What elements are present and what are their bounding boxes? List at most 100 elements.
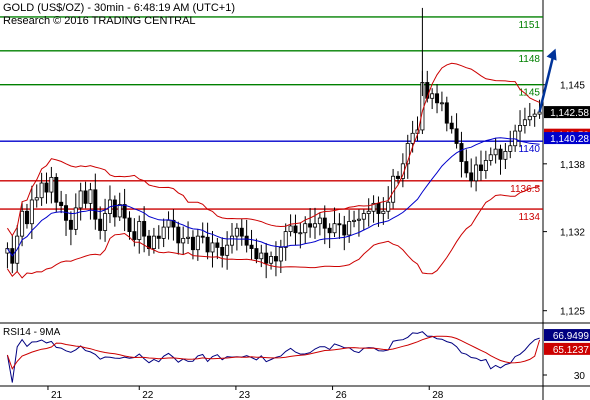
candle-body bbox=[376, 202, 381, 214]
candle-body bbox=[49, 176, 54, 193]
candle-body bbox=[410, 132, 415, 144]
candle-body bbox=[337, 223, 342, 226]
candle-body bbox=[278, 247, 283, 262]
candle-body bbox=[483, 160, 488, 172]
candle-body bbox=[474, 164, 479, 182]
candle-body bbox=[186, 236, 191, 239]
candle-body bbox=[283, 231, 288, 248]
candle-body bbox=[537, 111, 542, 115]
candle-body bbox=[322, 217, 327, 229]
candle-body bbox=[312, 223, 317, 228]
level-label: 1140 bbox=[518, 144, 540, 155]
candle-body bbox=[195, 235, 200, 251]
candle-body bbox=[488, 154, 493, 161]
candle-body bbox=[200, 235, 205, 238]
candle-body bbox=[503, 150, 508, 160]
candle-body bbox=[288, 225, 293, 233]
candle-body bbox=[254, 248, 259, 260]
candle-body bbox=[137, 221, 142, 240]
candle-body bbox=[371, 202, 376, 212]
candle-body bbox=[273, 256, 278, 262]
candle-body bbox=[430, 93, 435, 99]
candle-body bbox=[308, 223, 313, 228]
candle-body bbox=[190, 236, 195, 251]
candle-body bbox=[435, 93, 440, 104]
candle-body bbox=[381, 210, 386, 214]
candle-body bbox=[405, 143, 410, 165]
candle-body bbox=[464, 161, 469, 174]
candle-body bbox=[244, 235, 249, 246]
level-label: 1151 bbox=[518, 20, 540, 31]
rsi-value-tag-label: 65.1237 bbox=[553, 345, 590, 356]
candle-body bbox=[444, 102, 449, 124]
candle-body bbox=[151, 235, 156, 249]
candle-body bbox=[342, 224, 347, 236]
candle-body bbox=[269, 256, 274, 264]
candle-body bbox=[478, 164, 483, 172]
candle-body bbox=[259, 252, 264, 260]
y-tick-label: 1,132 bbox=[560, 228, 585, 239]
candle-body bbox=[439, 102, 444, 105]
candle-body bbox=[366, 210, 371, 214]
candle-body bbox=[395, 175, 400, 179]
candle-body bbox=[317, 217, 322, 225]
candle-body bbox=[78, 190, 83, 209]
candle-body bbox=[518, 125, 523, 132]
candle-body bbox=[68, 219, 73, 230]
price-tag-bg bbox=[544, 132, 590, 145]
level-label: 1145 bbox=[518, 88, 540, 99]
candle-body bbox=[347, 221, 352, 236]
candle-body bbox=[264, 252, 269, 264]
candle-body bbox=[147, 235, 152, 249]
candle-body bbox=[459, 143, 464, 162]
candle-body bbox=[220, 247, 225, 256]
rsi-title: RSI14 - 9MA bbox=[3, 327, 61, 338]
x-tick-label: 22 bbox=[142, 390, 154, 400]
candle-body bbox=[356, 218, 361, 221]
candle-body bbox=[29, 199, 34, 225]
x-tick-label: 26 bbox=[336, 390, 348, 400]
rsi-value-tag-bg bbox=[544, 342, 590, 355]
target-arrow-shaft bbox=[538, 54, 555, 113]
candle-body bbox=[508, 145, 513, 152]
candle-body bbox=[103, 213, 108, 231]
candle-body bbox=[454, 128, 459, 144]
bollinger-lower-line bbox=[6, 185, 540, 279]
x-tick-label: 21 bbox=[51, 390, 63, 400]
y-tick-label: 1,138 bbox=[560, 160, 585, 171]
candle-body bbox=[352, 219, 357, 222]
candle-body bbox=[93, 189, 98, 220]
candle-body bbox=[493, 148, 498, 156]
rsi-ma-line bbox=[6, 335, 541, 370]
y-tick-label: 1,125 bbox=[560, 307, 585, 318]
candle-body bbox=[166, 219, 171, 228]
candle-body bbox=[391, 175, 396, 203]
moving-average-line bbox=[6, 137, 540, 257]
candle-body bbox=[54, 176, 59, 203]
candle-body bbox=[293, 225, 298, 234]
candle-body bbox=[20, 210, 25, 237]
bollinger-upper-line bbox=[6, 62, 540, 237]
candle-body bbox=[498, 148, 503, 160]
candle-body bbox=[39, 182, 44, 199]
candle-body bbox=[327, 227, 332, 234]
candle-body bbox=[83, 190, 88, 204]
candle-body bbox=[34, 197, 39, 201]
candle-body bbox=[127, 217, 132, 233]
candle-body bbox=[181, 237, 186, 244]
candle-body bbox=[225, 244, 230, 256]
candle-body bbox=[44, 182, 49, 193]
candle-body bbox=[24, 210, 29, 225]
candle-body bbox=[88, 189, 93, 204]
candle-body bbox=[215, 242, 220, 248]
candle-body bbox=[73, 207, 78, 230]
candle-body bbox=[176, 226, 181, 244]
candle-body bbox=[249, 244, 254, 249]
candle-body bbox=[234, 227, 239, 237]
level-label: 1148 bbox=[518, 54, 540, 65]
candle-body bbox=[532, 113, 537, 117]
candle-body bbox=[449, 122, 454, 130]
candle-body bbox=[210, 242, 215, 253]
research-credit: Research © 2016 TRADING CENTRAL bbox=[3, 15, 196, 27]
